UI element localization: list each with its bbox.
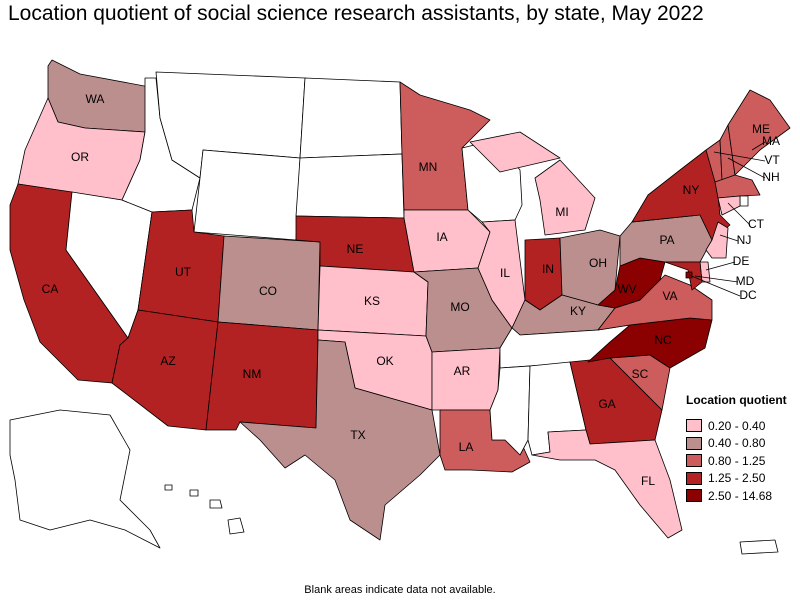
- legend-label: 2.50 - 14.68: [708, 488, 773, 503]
- legend-item: 0.80 - 1.25: [686, 452, 787, 470]
- state-label-ga: GA: [598, 397, 615, 411]
- state-label-pa: PA: [659, 233, 674, 247]
- legend: Location quotient 0.20 - 0.40 0.40 - 0.8…: [686, 393, 787, 505]
- legend-swatch: [686, 489, 702, 503]
- leader-line-de: [705, 261, 736, 271]
- state-nj: [705, 221, 729, 259]
- state-label-md: MD: [736, 274, 755, 288]
- state-label-mo: MO: [450, 300, 469, 314]
- legend-swatch: [686, 436, 702, 450]
- state-wy: [193, 149, 301, 241]
- state-tx: [239, 339, 441, 541]
- state-label-ia: IA: [436, 230, 447, 244]
- leader-lines: [688, 141, 766, 297]
- state-label-ne: NE: [347, 242, 364, 256]
- state-label-mi: MI: [555, 205, 568, 219]
- legend-label: 0.80 - 1.25: [708, 453, 766, 468]
- leader-line-md: [694, 275, 739, 283]
- state-ct: [717, 195, 741, 216]
- state-label-ar: AR: [454, 364, 471, 378]
- legend-item: 1.25 - 2.50: [686, 470, 787, 488]
- state-label-co: CO: [259, 284, 277, 298]
- legend-swatch: [686, 454, 702, 468]
- state-nd: [299, 77, 403, 159]
- legend-item: 2.50 - 14.68: [686, 487, 787, 505]
- legend-label: 1.25 - 2.50: [708, 471, 766, 486]
- state-label-ma: MA: [762, 134, 780, 148]
- state-label-ks: KS: [364, 294, 380, 308]
- state-label-az: AZ: [160, 354, 175, 368]
- state-label-dc: DC: [739, 288, 757, 302]
- state-nc: [587, 317, 713, 369]
- legend-label: 0.40 - 0.80: [708, 436, 766, 451]
- state-label-nj: NJ: [737, 233, 752, 247]
- state-label-wa: WA: [86, 92, 105, 106]
- state-label-or: OR: [71, 150, 89, 164]
- state-label-il: IL: [500, 266, 510, 280]
- map-title: Location quotient of social science rese…: [8, 2, 704, 25]
- state-label-ok: OK: [376, 354, 393, 368]
- state-label-de: DE: [733, 254, 750, 268]
- legend-swatch: [686, 419, 702, 433]
- states-layer: [9, 59, 791, 555]
- state-label-wv: WV: [617, 282, 636, 296]
- legend-swatch: [686, 471, 702, 485]
- state-label-la: LA: [459, 440, 474, 454]
- leader-line-ma: [751, 141, 766, 151]
- state-label-sc: SC: [632, 367, 649, 381]
- state-label-fl: FL: [641, 474, 655, 488]
- state-label-ca: CA: [42, 282, 59, 296]
- state-fl: [531, 429, 683, 539]
- leader-line-nj: [719, 234, 739, 242]
- state-nm: [205, 321, 319, 431]
- legend-label: 0.20 - 0.40: [708, 418, 766, 433]
- state-label-ny: NY: [683, 183, 700, 197]
- footnote: Blank areas indicate data not available.: [304, 584, 496, 596]
- state-me: [727, 89, 791, 176]
- state-ar: [431, 347, 501, 411]
- state-ak: [9, 409, 161, 549]
- state-label-vt: VT: [764, 153, 780, 167]
- state-label-tx: TX: [350, 428, 365, 442]
- leader-line-dc: [688, 274, 741, 297]
- state-sd: [295, 153, 405, 219]
- legend-item: 0.40 - 0.80: [686, 435, 787, 453]
- leader-line-nh: [727, 157, 766, 179]
- state-label-in: IN: [542, 262, 554, 276]
- state-label-ky: KY: [570, 304, 586, 318]
- state-ri: [739, 195, 749, 207]
- state-label-oh: OH: [589, 256, 607, 270]
- state-label-ct: CT: [748, 217, 765, 231]
- state-label-ut: UT: [175, 265, 192, 279]
- state-mi: [469, 131, 596, 236]
- state-il: [477, 219, 526, 329]
- state-label-me: ME: [752, 122, 770, 136]
- state-hi: [164, 484, 245, 535]
- legend-title: Location quotient: [686, 393, 787, 407]
- labels-layer: WA OR CA UT AZ CO NM NE KS OK TX MN IA MO AR LA IL MI IN OH…: [42, 92, 781, 488]
- state-co: [217, 235, 321, 331]
- state-label-va: VA: [662, 289, 677, 303]
- legend-item: 0.20 - 0.40: [686, 417, 787, 435]
- state-label-mn: MN: [419, 160, 438, 174]
- state-label-nh: NH: [762, 170, 779, 184]
- state-label-nc: NC: [654, 333, 672, 347]
- leader-line-ct: [727, 202, 751, 226]
- leader-line-vt: [713, 151, 766, 162]
- state-md: [664, 261, 703, 291]
- state-pr: [739, 539, 779, 555]
- state-label-nm: NM: [243, 367, 262, 381]
